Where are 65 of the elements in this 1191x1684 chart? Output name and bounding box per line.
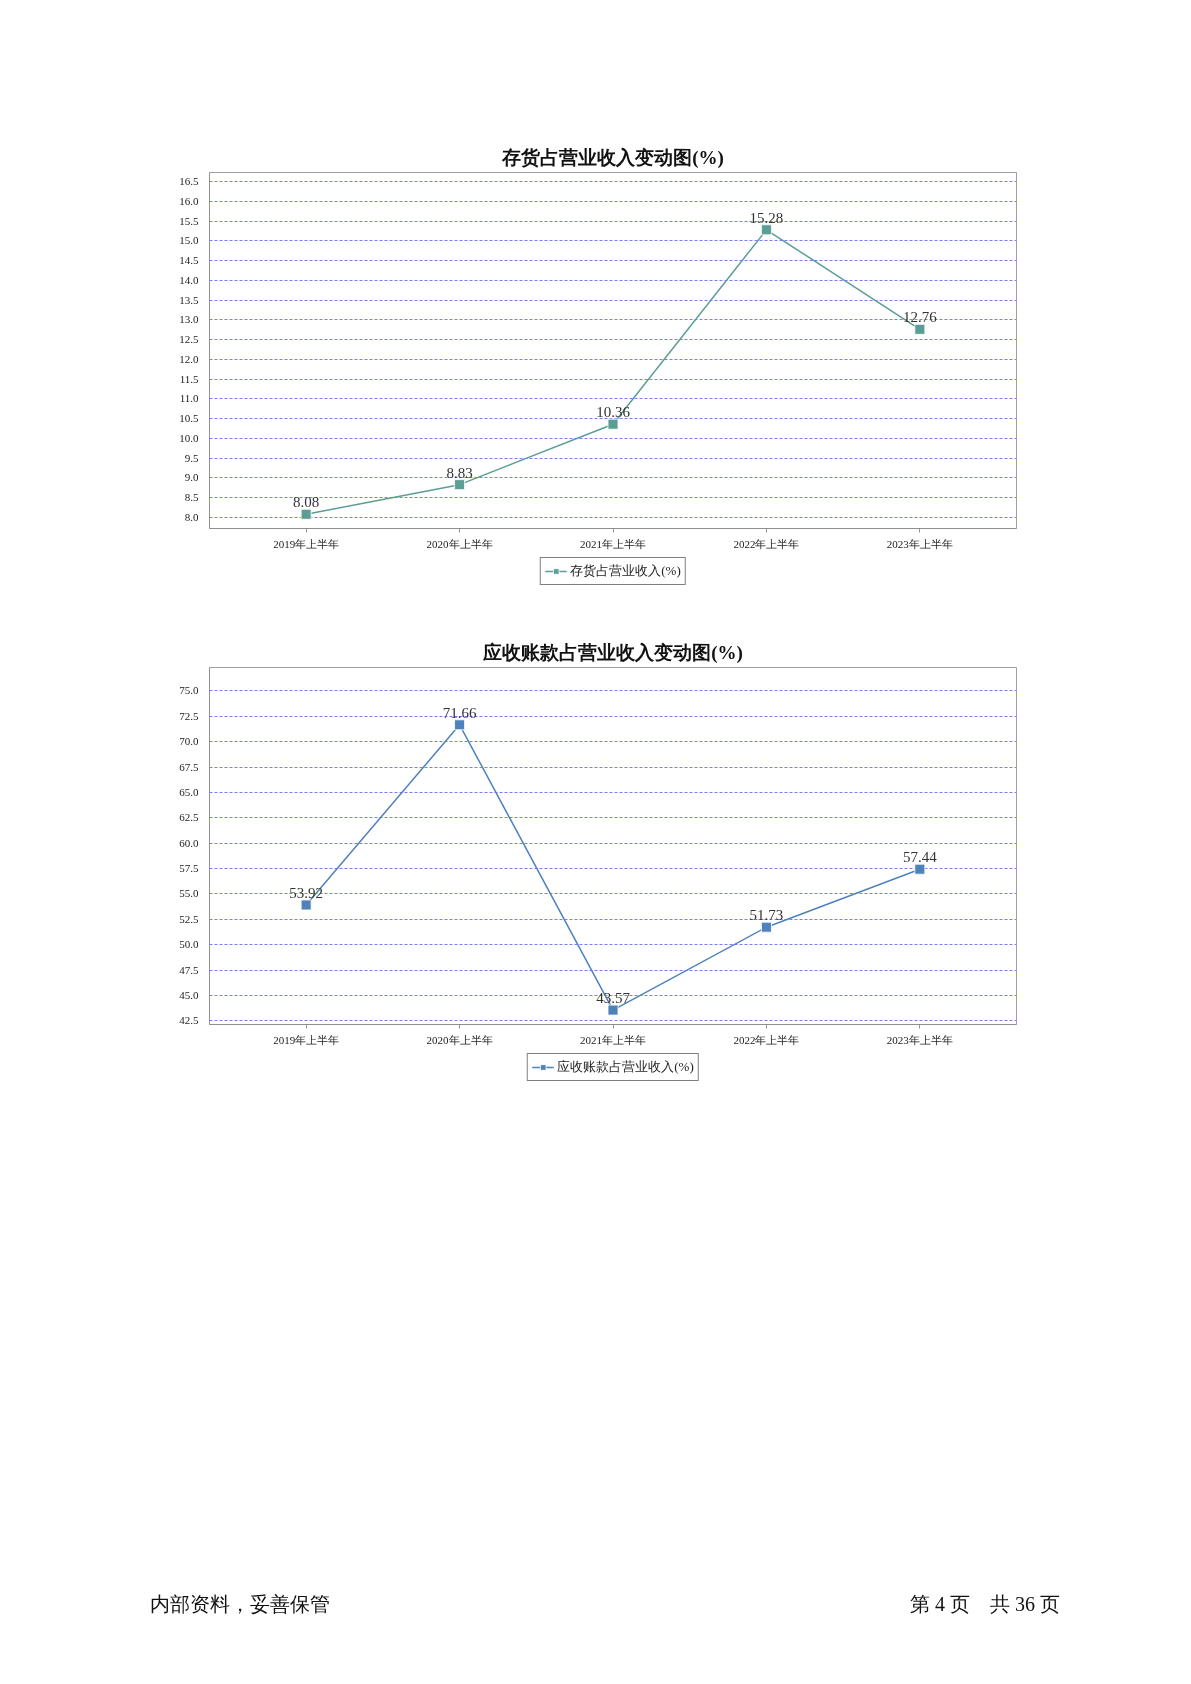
y-tick-label: 12.5: [179, 333, 199, 346]
y-tick-label: 9.5: [184, 451, 199, 464]
x-tick-label: 2020年上半年: [426, 537, 493, 550]
y-tick-label: 65.0: [179, 785, 199, 798]
data-label: 71.66: [442, 704, 477, 721]
point: [454, 719, 465, 731]
y-tick-label: 14.0: [179, 273, 199, 286]
data-label: 8.08: [293, 494, 320, 511]
data-label: 12.76: [902, 309, 938, 326]
chart-title: 应收账款占营业收入变动图(%): [482, 641, 743, 664]
y-tick-label: 50.0: [179, 938, 199, 951]
x-tick-label: 2022年上半年: [733, 1033, 800, 1046]
text: 第 4 页 共 36 页: [910, 1592, 1060, 1617]
y-tick-label: 52.5: [179, 912, 199, 925]
point: [300, 508, 312, 520]
y-tick-label: 10.5: [179, 412, 199, 425]
y-tick-label: 11.0: [179, 392, 199, 405]
y-tick-label: 15.0: [179, 234, 199, 247]
y-tick-label: 10.0: [179, 431, 199, 444]
x-tick-label: 2023年上半年: [886, 537, 953, 550]
point: [607, 418, 619, 430]
point: [454, 479, 465, 491]
y-tick-label: 11.5: [179, 372, 199, 385]
y-tick-label: 47.5: [179, 963, 199, 976]
y-tick-label: 14.5: [179, 254, 199, 267]
y-tick-label: 8.0: [184, 510, 199, 523]
y-tick-label: 13.5: [179, 293, 199, 306]
data-label: 51.73: [749, 907, 784, 924]
y-tick-label: 13.0: [179, 313, 199, 326]
y-tick-label: 8.5: [184, 491, 199, 504]
x-tick-label: 2023年上半年: [886, 1033, 953, 1046]
y-tick-label: 15.5: [179, 214, 199, 227]
x-tick-label: 2020年上半年: [426, 1033, 493, 1046]
point: [761, 224, 772, 236]
y-tick-label: 62.5: [179, 811, 199, 824]
legend-label: 应收账款占营业收入(%): [557, 1058, 694, 1076]
x-tick-label: 2021年上半年: [580, 1033, 646, 1046]
x-tick-label: 2019年上半年: [273, 1033, 340, 1046]
y-tick-label: 12.0: [179, 352, 199, 365]
point: [607, 1004, 619, 1016]
data-label: 15.28: [749, 209, 784, 226]
data-label: 8.83: [446, 464, 473, 481]
x-tick-label: 2022年上半年: [733, 537, 800, 550]
x-tick-label: 2019年上半年: [273, 537, 340, 550]
y-tick-label: 55.0: [179, 887, 199, 900]
legend-label: 存货占营业收入(%): [570, 562, 681, 580]
point: [761, 921, 772, 933]
y-tick-label: 9.0: [184, 471, 199, 484]
data-label: 57.44: [902, 849, 938, 866]
y-tick-label: 57.5: [179, 862, 199, 875]
text: 内部资料，妥善保管: [150, 1592, 330, 1617]
y-tick-label: 72.5: [179, 709, 199, 722]
point: [914, 323, 926, 335]
y-tick-label: 16.5: [179, 175, 199, 188]
y-tick-label: 42.5: [179, 1014, 199, 1027]
y-tick-label: 75.0: [179, 684, 199, 697]
y-tick-label: 70.0: [179, 735, 199, 748]
y-tick-label: 16.0: [179, 194, 199, 207]
y-tick-label: 60.0: [179, 836, 199, 849]
x-tick-label: 2021年上半年: [580, 537, 646, 550]
point: [914, 863, 926, 875]
y-tick-label: 45.0: [179, 989, 199, 1002]
chart-title: 存货占营业收入变动图(%): [501, 146, 724, 169]
y-tick-label: 67.5: [179, 760, 199, 773]
point: [300, 899, 312, 911]
